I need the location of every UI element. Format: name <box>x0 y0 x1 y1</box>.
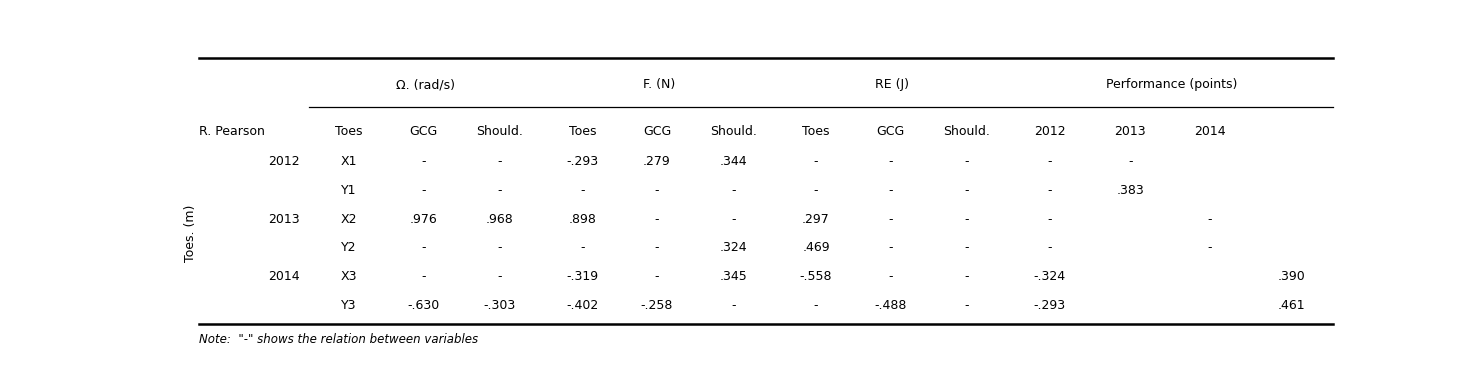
Text: .383: .383 <box>1116 184 1144 197</box>
Text: .898: .898 <box>568 212 597 225</box>
Text: 2012: 2012 <box>1034 125 1066 138</box>
Text: GCG: GCG <box>643 125 671 138</box>
Text: -: - <box>813 155 818 168</box>
Text: Y1: Y1 <box>341 184 356 197</box>
Text: -.402: -.402 <box>567 299 598 312</box>
Text: .345: .345 <box>720 270 748 283</box>
Text: R. Pearson: R. Pearson <box>199 125 266 138</box>
Text: X2: X2 <box>341 212 358 225</box>
Text: -.558: -.558 <box>800 270 833 283</box>
Text: -.303: -.303 <box>484 299 516 312</box>
Text: -: - <box>654 241 659 254</box>
Text: -: - <box>965 299 969 312</box>
Text: Performance (points): Performance (points) <box>1106 78 1236 91</box>
Text: -: - <box>889 212 893 225</box>
Text: -: - <box>421 241 426 254</box>
Text: Y3: Y3 <box>341 299 356 312</box>
Text: 2013: 2013 <box>1114 125 1146 138</box>
Text: 2013: 2013 <box>269 212 300 225</box>
Text: -: - <box>1208 212 1212 225</box>
Text: Should.: Should. <box>476 125 524 138</box>
Text: 2012: 2012 <box>269 155 300 168</box>
Text: Should.: Should. <box>709 125 757 138</box>
Text: -: - <box>654 212 659 225</box>
Text: -: - <box>965 184 969 197</box>
Text: -: - <box>421 270 426 283</box>
Text: -: - <box>1048 241 1052 254</box>
Text: -: - <box>1208 241 1212 254</box>
Text: X3: X3 <box>341 270 358 283</box>
Text: Toes. (m): Toes. (m) <box>184 205 196 262</box>
Text: GCG: GCG <box>877 125 905 138</box>
Text: -: - <box>421 155 426 168</box>
Text: .461: .461 <box>1278 299 1304 312</box>
Text: -: - <box>1048 155 1052 168</box>
Text: -: - <box>732 184 736 197</box>
Text: .344: .344 <box>720 155 748 168</box>
Text: Ω. (rad/s): Ω. (rad/s) <box>396 78 456 91</box>
Text: .324: .324 <box>720 241 748 254</box>
Text: -: - <box>889 241 893 254</box>
Text: F. (N): F. (N) <box>643 78 675 91</box>
Text: -: - <box>889 184 893 197</box>
Text: -: - <box>965 241 969 254</box>
Text: -: - <box>965 155 969 168</box>
Text: Toes: Toes <box>335 125 362 138</box>
Text: X1: X1 <box>341 155 358 168</box>
Text: RE (J): RE (J) <box>876 78 910 91</box>
Text: GCG: GCG <box>410 125 438 138</box>
Text: .390: .390 <box>1278 270 1304 283</box>
Text: .469: .469 <box>803 241 830 254</box>
Text: 2014: 2014 <box>1195 125 1226 138</box>
Text: .279: .279 <box>643 155 671 168</box>
Text: Should.: Should. <box>944 125 990 138</box>
Text: -.324: -.324 <box>1033 270 1066 283</box>
Text: -: - <box>1128 155 1132 168</box>
Text: -: - <box>497 270 502 283</box>
Text: -: - <box>421 184 426 197</box>
Text: Note:  "-" shows the relation between variables: Note: "-" shows the relation between var… <box>199 333 478 346</box>
Text: -: - <box>965 270 969 283</box>
Text: -: - <box>654 184 659 197</box>
Text: -: - <box>732 212 736 225</box>
Text: -: - <box>813 299 818 312</box>
Text: .968: .968 <box>485 212 513 225</box>
Text: -: - <box>497 155 502 168</box>
Text: -: - <box>813 184 818 197</box>
Text: -.488: -.488 <box>874 299 907 312</box>
Text: -: - <box>497 241 502 254</box>
Text: -: - <box>889 155 893 168</box>
Text: -.258: -.258 <box>641 299 674 312</box>
Text: .976: .976 <box>410 212 438 225</box>
Text: -: - <box>1048 212 1052 225</box>
Text: -: - <box>580 184 585 197</box>
Text: -: - <box>732 299 736 312</box>
Text: .297: .297 <box>803 212 830 225</box>
Text: -: - <box>965 212 969 225</box>
Text: -.293: -.293 <box>1033 299 1066 312</box>
Text: Toes: Toes <box>803 125 830 138</box>
Text: -: - <box>497 184 502 197</box>
Text: -.630: -.630 <box>408 299 439 312</box>
Text: -.293: -.293 <box>567 155 598 168</box>
Text: -.319: -.319 <box>567 270 598 283</box>
Text: -: - <box>580 241 585 254</box>
Text: 2014: 2014 <box>269 270 300 283</box>
Text: -: - <box>1048 184 1052 197</box>
Text: Toes: Toes <box>568 125 597 138</box>
Text: -: - <box>654 270 659 283</box>
Text: Y2: Y2 <box>341 241 356 254</box>
Text: -: - <box>889 270 893 283</box>
